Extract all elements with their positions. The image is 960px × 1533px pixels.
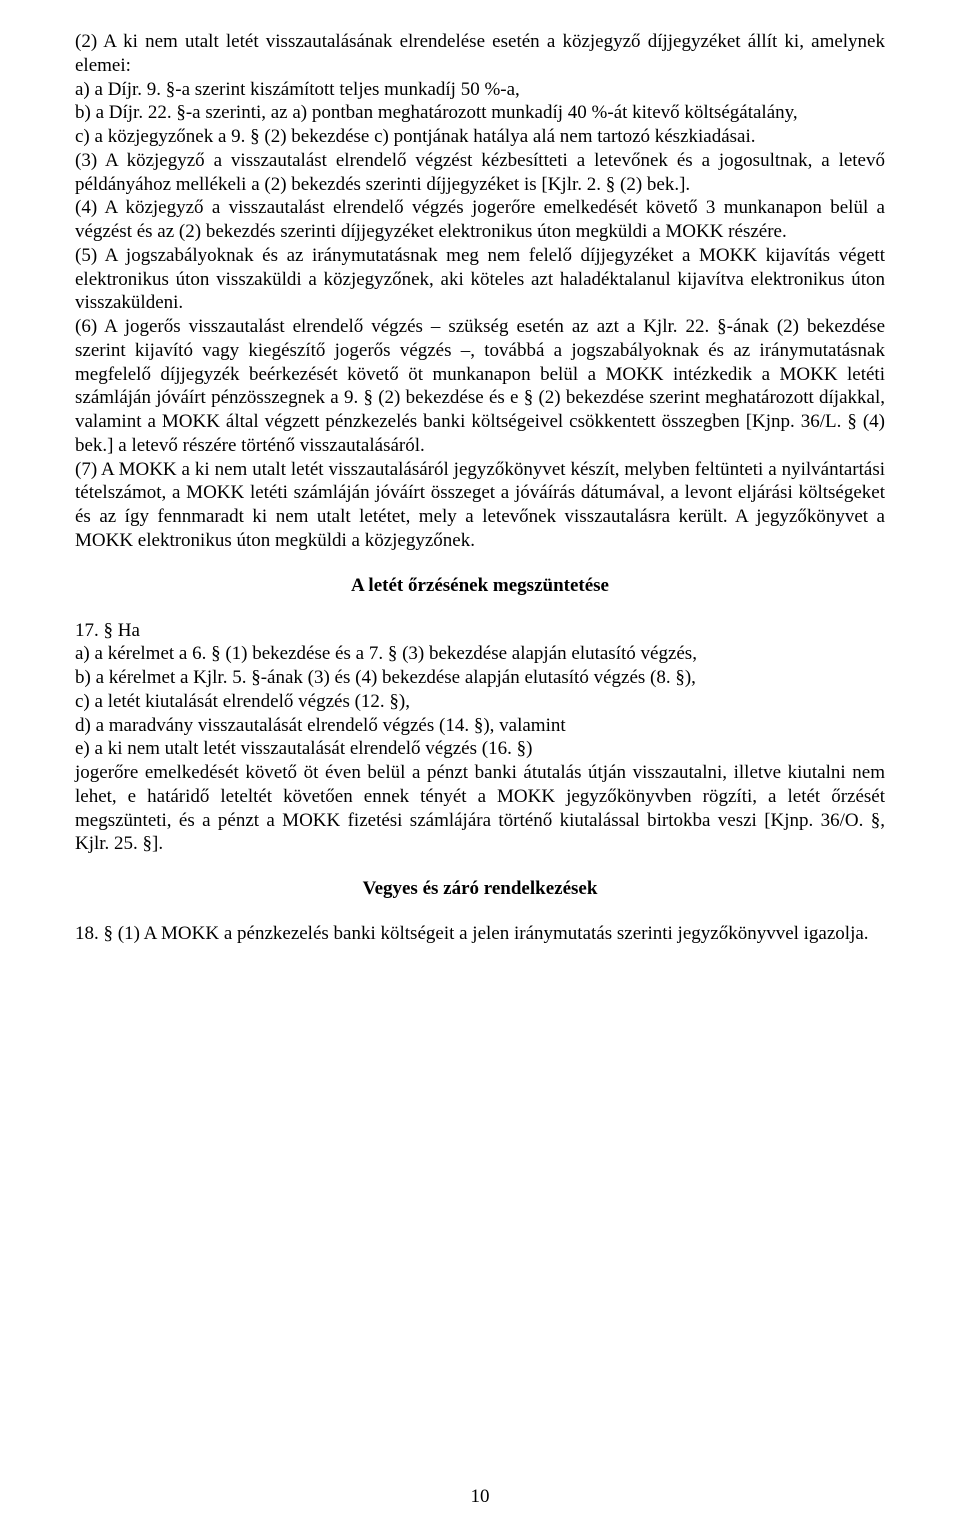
paragraph-17d: d) a maradvány visszautalását elrendelő … [75, 714, 885, 738]
paragraph-6: (6) A jogerős visszautalást elrendelő vé… [75, 315, 885, 458]
paragraph-17b: b) a kérelmet a Kjlr. 5. §-ának (3) és (… [75, 666, 885, 690]
paragraph-4: (4) A közjegyző a visszautalást elrendel… [75, 196, 885, 244]
heading-termination: A letét őrzésének megszüntetése [75, 575, 885, 597]
page-number: 10 [0, 1486, 960, 1508]
paragraph-5: (5) A jogszabályoknak és az iránymutatás… [75, 244, 885, 315]
paragraph-3: (3) A közjegyző a visszautalást elrendel… [75, 149, 885, 197]
paragraph-2c: c) a közjegyzőnek a 9. § (2) bekezdése c… [75, 125, 885, 149]
paragraph-17-tail: jogerőre emelkedését követő öt éven belü… [75, 761, 885, 856]
paragraph-2b: b) a Díjr. 22. §-a szerinti, az a) pontb… [75, 101, 885, 125]
paragraph-2: (2) A ki nem utalt letét visszautalásána… [75, 30, 885, 78]
paragraph-17e: e) a ki nem utalt letét visszautalását e… [75, 737, 885, 761]
paragraph-17a: a) a kérelmet a 6. § (1) bekezdése és a … [75, 642, 885, 666]
document-page: (2) A ki nem utalt letét visszautalásána… [0, 0, 960, 1533]
heading-misc: Vegyes és záró rendelkezések [75, 878, 885, 900]
paragraph-7: (7) A MOKK a ki nem utalt letét visszaut… [75, 458, 885, 553]
paragraph-2a: a) a Díjr. 9. §-a szerint kiszámított te… [75, 78, 885, 102]
paragraph-17c: c) a letét kiutalását elrendelő végzés (… [75, 690, 885, 714]
paragraph-17: 17. § Ha [75, 619, 885, 643]
paragraph-18: 18. § (1) A MOKK a pénzkezelés banki köl… [75, 922, 885, 946]
